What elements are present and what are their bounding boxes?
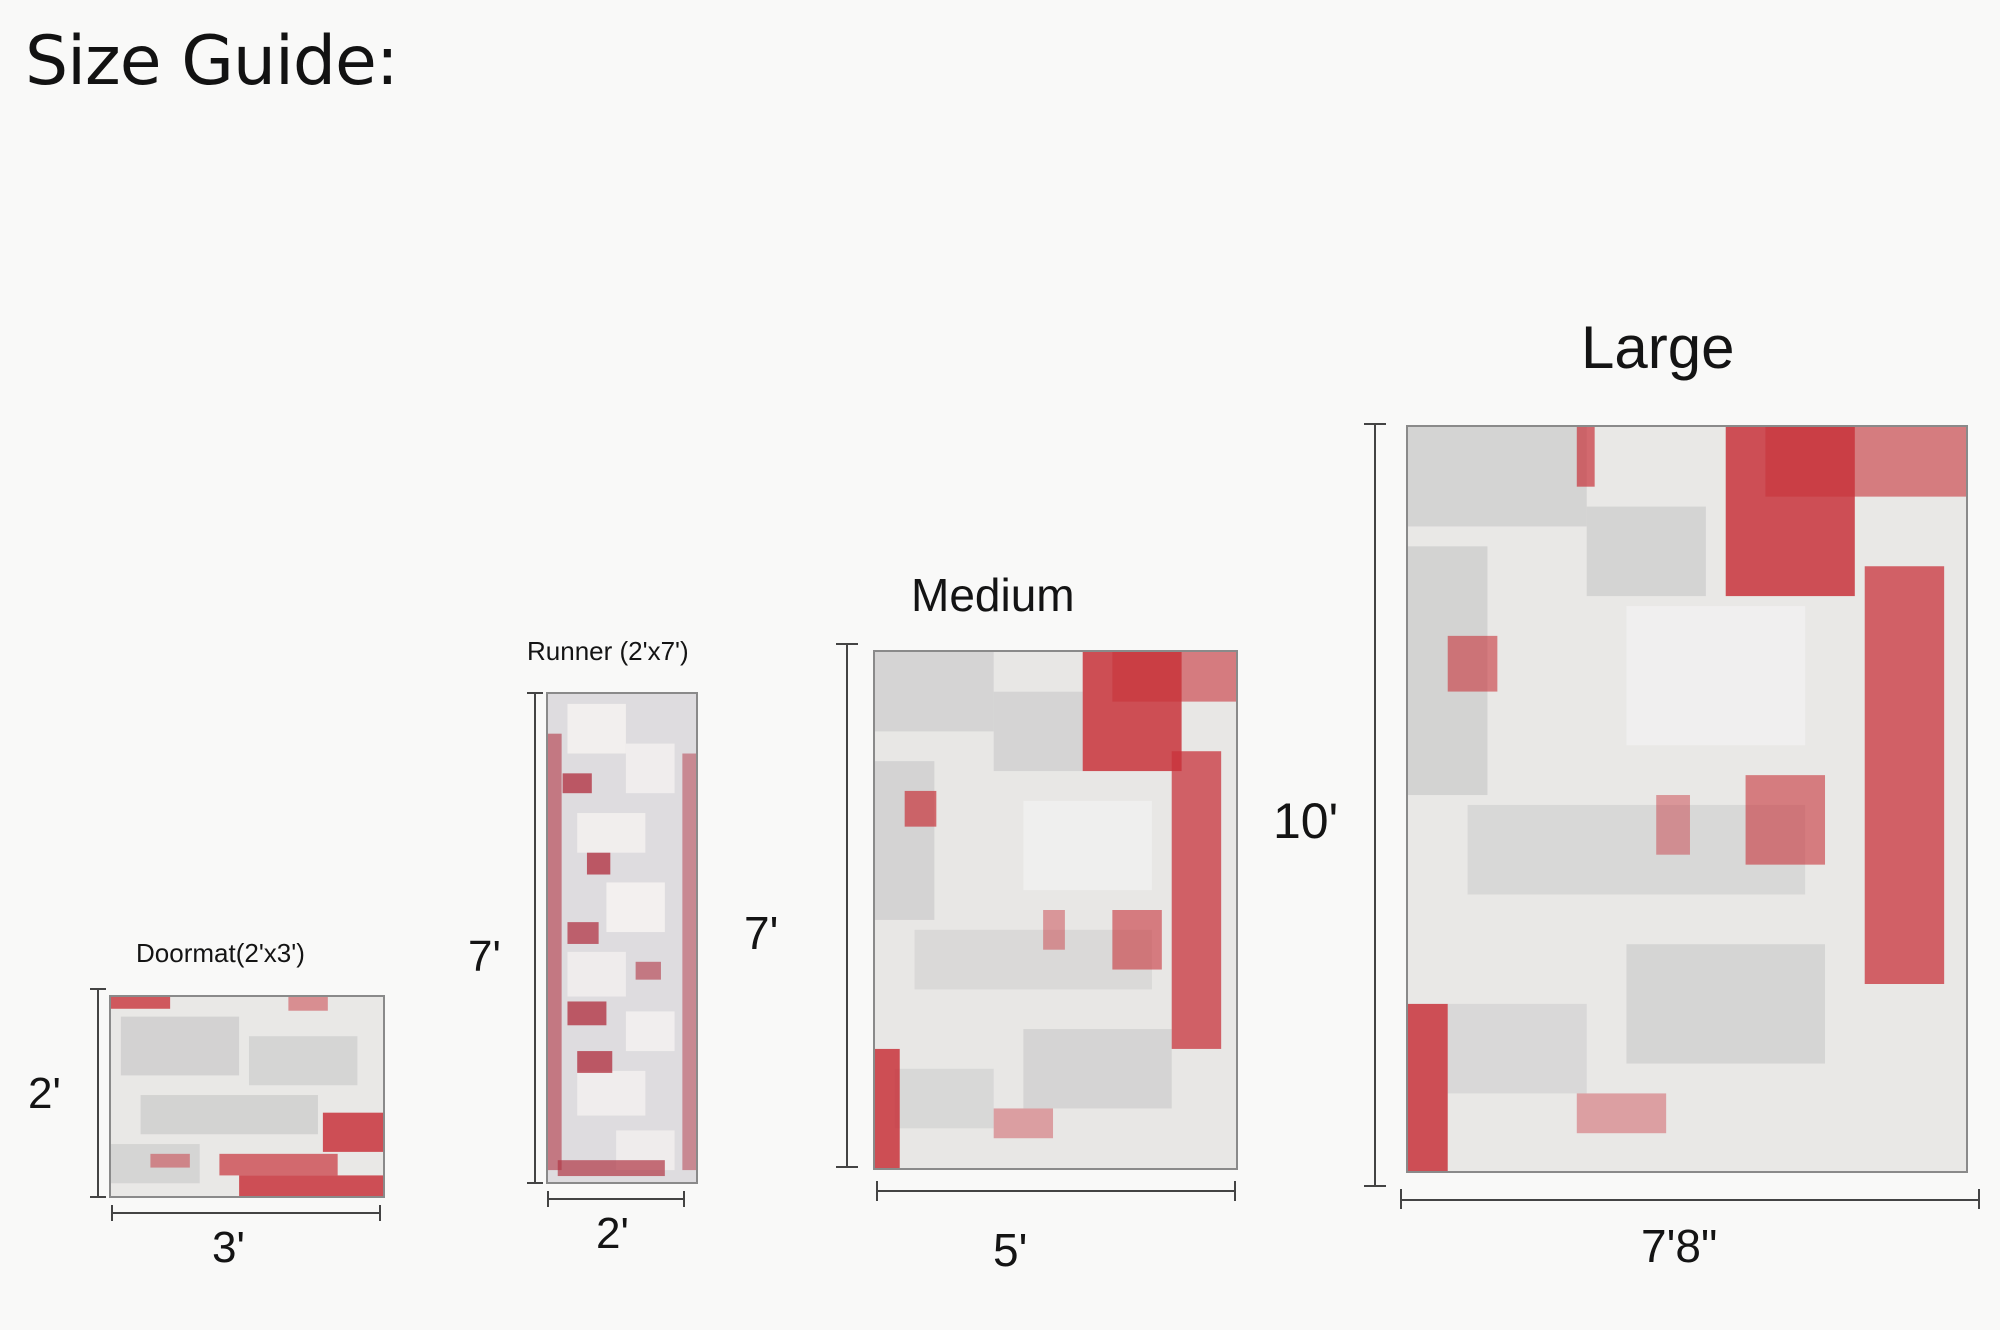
medium-height-tick-bottom — [836, 1166, 858, 1168]
large-label: Large — [1581, 314, 1735, 381]
large-width-tick-right — [1978, 1189, 1980, 1209]
medium-width-line — [876, 1190, 1236, 1192]
runner-label: Runner (2'x7') — [527, 636, 689, 666]
doormat-width-line — [111, 1212, 381, 1214]
runner-height-tick-bottom — [527, 1182, 543, 1184]
large-height-tick-top — [1364, 423, 1386, 425]
large-height-label: 10' — [1273, 793, 1339, 849]
runner-height-label: 7' — [468, 932, 501, 981]
doormat-height-tick-bottom — [90, 1196, 106, 1198]
page-title: Size Guide: — [25, 22, 399, 101]
medium-rug-image — [873, 650, 1238, 1170]
runner-width-tick-left — [547, 1191, 549, 1207]
runner-width-line — [547, 1198, 685, 1200]
runner-height-tick-top — [527, 692, 543, 694]
large-rug-image — [1406, 425, 1968, 1173]
doormat-height-label: 2' — [28, 1069, 61, 1118]
large-width-line — [1400, 1199, 1980, 1201]
medium-width-label: 5' — [993, 1224, 1028, 1276]
large-height-line — [1374, 423, 1376, 1187]
medium-height-line — [846, 643, 848, 1168]
doormat-rug-image — [109, 995, 385, 1198]
medium-width-tick-left — [876, 1181, 878, 1201]
doormat-label: Doormat(2'x3') — [136, 938, 305, 968]
doormat-height-tick-top — [90, 988, 106, 990]
doormat-width-label: 3' — [212, 1223, 245, 1272]
large-width-label: 7'8" — [1641, 1220, 1718, 1272]
large-width-tick-left — [1400, 1189, 1402, 1209]
doormat-height-line — [97, 988, 99, 1198]
runner-width-tick-right — [683, 1191, 685, 1207]
medium-height-tick-top — [836, 643, 858, 645]
runner-rug-image — [546, 692, 698, 1184]
medium-height-label: 7' — [744, 907, 779, 959]
runner-height-line — [534, 692, 536, 1184]
doormat-width-tick-right — [379, 1205, 381, 1221]
doormat-width-tick-left — [111, 1205, 113, 1221]
medium-width-tick-right — [1234, 1181, 1236, 1201]
runner-width-label: 2' — [596, 1209, 629, 1258]
large-height-tick-bottom — [1364, 1185, 1386, 1187]
medium-label: Medium — [911, 569, 1075, 621]
